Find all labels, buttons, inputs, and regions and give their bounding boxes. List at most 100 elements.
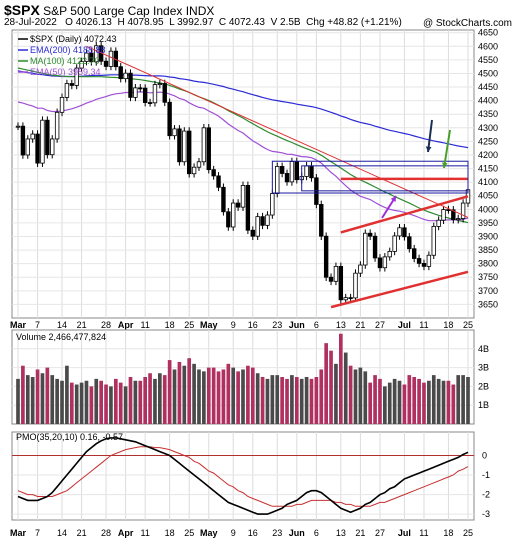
volume-bar (441, 380, 446, 424)
price-candle (456, 218, 461, 221)
price-candle (206, 127, 211, 171)
volume-bar (118, 382, 123, 424)
volume-bar (417, 378, 421, 424)
x-tick-label-bottom: 28 (101, 528, 111, 538)
y-tick-label: 4650 (478, 28, 498, 38)
x-tick-label: 13 (336, 320, 346, 330)
volume-bar (177, 361, 182, 424)
volume-bar (236, 371, 240, 424)
price-candle (15, 125, 21, 128)
price-candle (196, 161, 202, 168)
volume-bar (299, 378, 304, 424)
volume-bar (363, 371, 368, 424)
x-tick-label: May (200, 320, 218, 330)
volume-bar (461, 375, 465, 424)
x-tick-label-bottom: Apr (118, 528, 134, 538)
price-candle (118, 66, 123, 80)
y-tick-label: 3650 (478, 299, 498, 309)
x-tick-label-bottom: 14 (57, 528, 67, 538)
y-tick-label: 4150 (478, 164, 498, 174)
price-candle (367, 232, 373, 237)
price-candle (392, 235, 397, 252)
volume-bar (260, 377, 265, 424)
volume-bar (128, 377, 133, 424)
price-candle (211, 169, 216, 177)
price-candle (177, 128, 182, 163)
price-candle (338, 265, 344, 301)
volume-bar (402, 384, 407, 424)
price-candle (411, 248, 417, 259)
price-candle (201, 127, 207, 163)
price-candle (35, 133, 40, 164)
volume-bar (427, 380, 431, 424)
x-tick-label: 9 (231, 320, 236, 330)
volume-bar (343, 352, 348, 424)
volume-bar (314, 377, 319, 424)
y-tick-label: 4250 (478, 136, 498, 146)
price-candle (377, 257, 383, 269)
date: 28-Jul-2022 (4, 17, 57, 28)
price-candle (133, 87, 138, 98)
price-candle (309, 165, 314, 179)
price-candle (426, 254, 432, 267)
rising-channel-bottom (330, 270, 469, 309)
volume-bar (392, 378, 397, 424)
y-tick-label: -1 (482, 470, 490, 480)
price-candle (245, 185, 251, 231)
price-candle (231, 202, 236, 228)
x-tick-label-bottom: 25 (463, 528, 473, 538)
x-tick-label: 18 (165, 320, 175, 330)
price-candle (328, 276, 334, 282)
legend-price: $SPX (Daily) 4072.43 (30, 34, 117, 44)
price-candle (69, 83, 75, 86)
purple-arrow-icon-head (390, 196, 396, 202)
y-tick-label: 2B (478, 381, 489, 391)
chart-title-row: $SPX S&P 500 Large Cap Index INDX (4, 2, 214, 18)
volume-bar (348, 365, 353, 424)
price-candle (182, 130, 187, 163)
volume-bar (329, 350, 333, 424)
volume-bar (334, 363, 338, 424)
volume-bar (270, 375, 275, 424)
pmo-frame (11, 431, 475, 521)
price-candle (108, 50, 114, 67)
ma100-line (17, 67, 469, 224)
price-candle (172, 128, 177, 137)
exchange: INDX (185, 4, 215, 18)
volume-bar (407, 375, 412, 424)
y-tick-label: 4400 (478, 96, 498, 106)
volume-bar (304, 377, 309, 424)
price-candle (40, 119, 45, 164)
x-tick-label-bottom: 27 (375, 528, 385, 538)
volume-bar (211, 367, 216, 424)
volume-bar (50, 375, 55, 424)
x-tick-label: Mar (10, 320, 27, 330)
price-candle (54, 111, 60, 140)
y-tick-label: 4600 (478, 41, 498, 51)
price-candle (255, 216, 260, 237)
volume-bar (241, 369, 245, 424)
y-tick-label: 4450 (478, 82, 498, 92)
volume-bar (466, 377, 470, 424)
x-tick-label: 6 (314, 320, 319, 330)
volume-bar (431, 375, 436, 424)
volume-bar (206, 367, 211, 424)
x-tick-label-bottom: May (200, 528, 218, 538)
volume-bar (30, 377, 35, 424)
price-candle (421, 262, 427, 267)
price-candle (416, 258, 422, 264)
volume-bar (250, 367, 255, 424)
x-tick-label-bottom: 16 (248, 528, 258, 538)
price-candle (431, 226, 436, 256)
volume-bar (109, 386, 113, 424)
price-candle (402, 227, 407, 238)
y-tick-label: 4300 (478, 123, 498, 133)
volume-bar (456, 375, 461, 424)
volume-legend: Volume 2,466,477,824 (16, 332, 106, 342)
y-tick-label: 3B (478, 363, 489, 373)
navy-arrow-icon-shaft (427, 119, 433, 153)
volume-bar (383, 386, 387, 424)
x-tick-label-bottom: Jun (289, 528, 305, 538)
x-tick-label: 14 (57, 320, 67, 330)
green-arrow-icon (441, 129, 451, 169)
